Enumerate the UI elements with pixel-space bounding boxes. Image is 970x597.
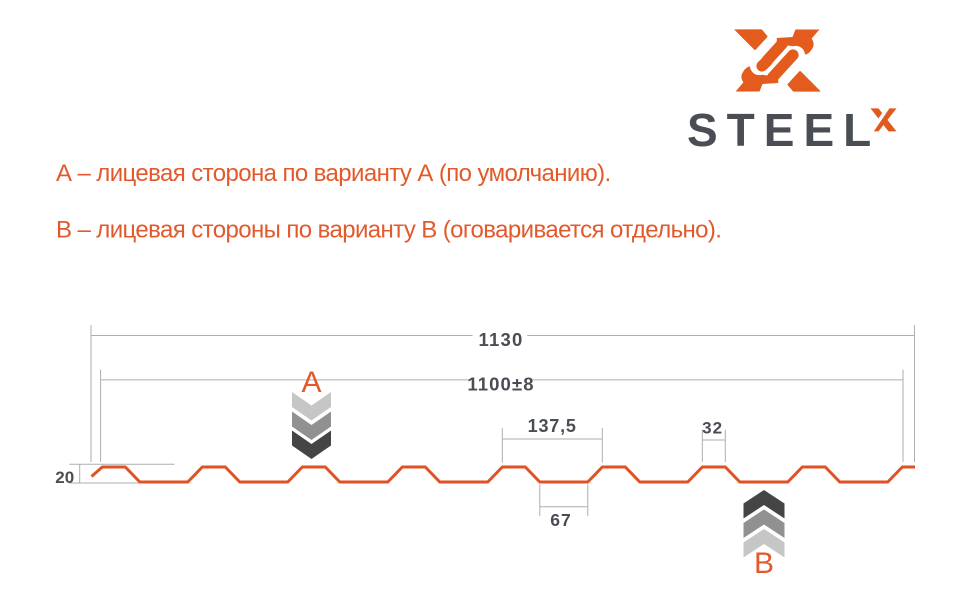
svg-text:В – лицевая стороны по вариант: В – лицевая стороны по варианту В (огова… <box>56 217 721 244</box>
svg-text:1130: 1130 <box>479 329 524 350</box>
svg-text:1100±8: 1100±8 <box>467 374 534 395</box>
svg-text:137,5: 137,5 <box>528 416 577 436</box>
svg-text:32: 32 <box>702 419 723 438</box>
svg-text:20: 20 <box>55 468 74 487</box>
svg-text:А: А <box>301 366 321 399</box>
svg-text:В: В <box>754 547 774 580</box>
svg-text:А – лицевая сторона по вариант: А – лицевая сторона по варианту А (по ум… <box>56 160 611 187</box>
svg-text:STEEL: STEEL <box>687 104 880 156</box>
svg-text:67: 67 <box>550 510 571 530</box>
